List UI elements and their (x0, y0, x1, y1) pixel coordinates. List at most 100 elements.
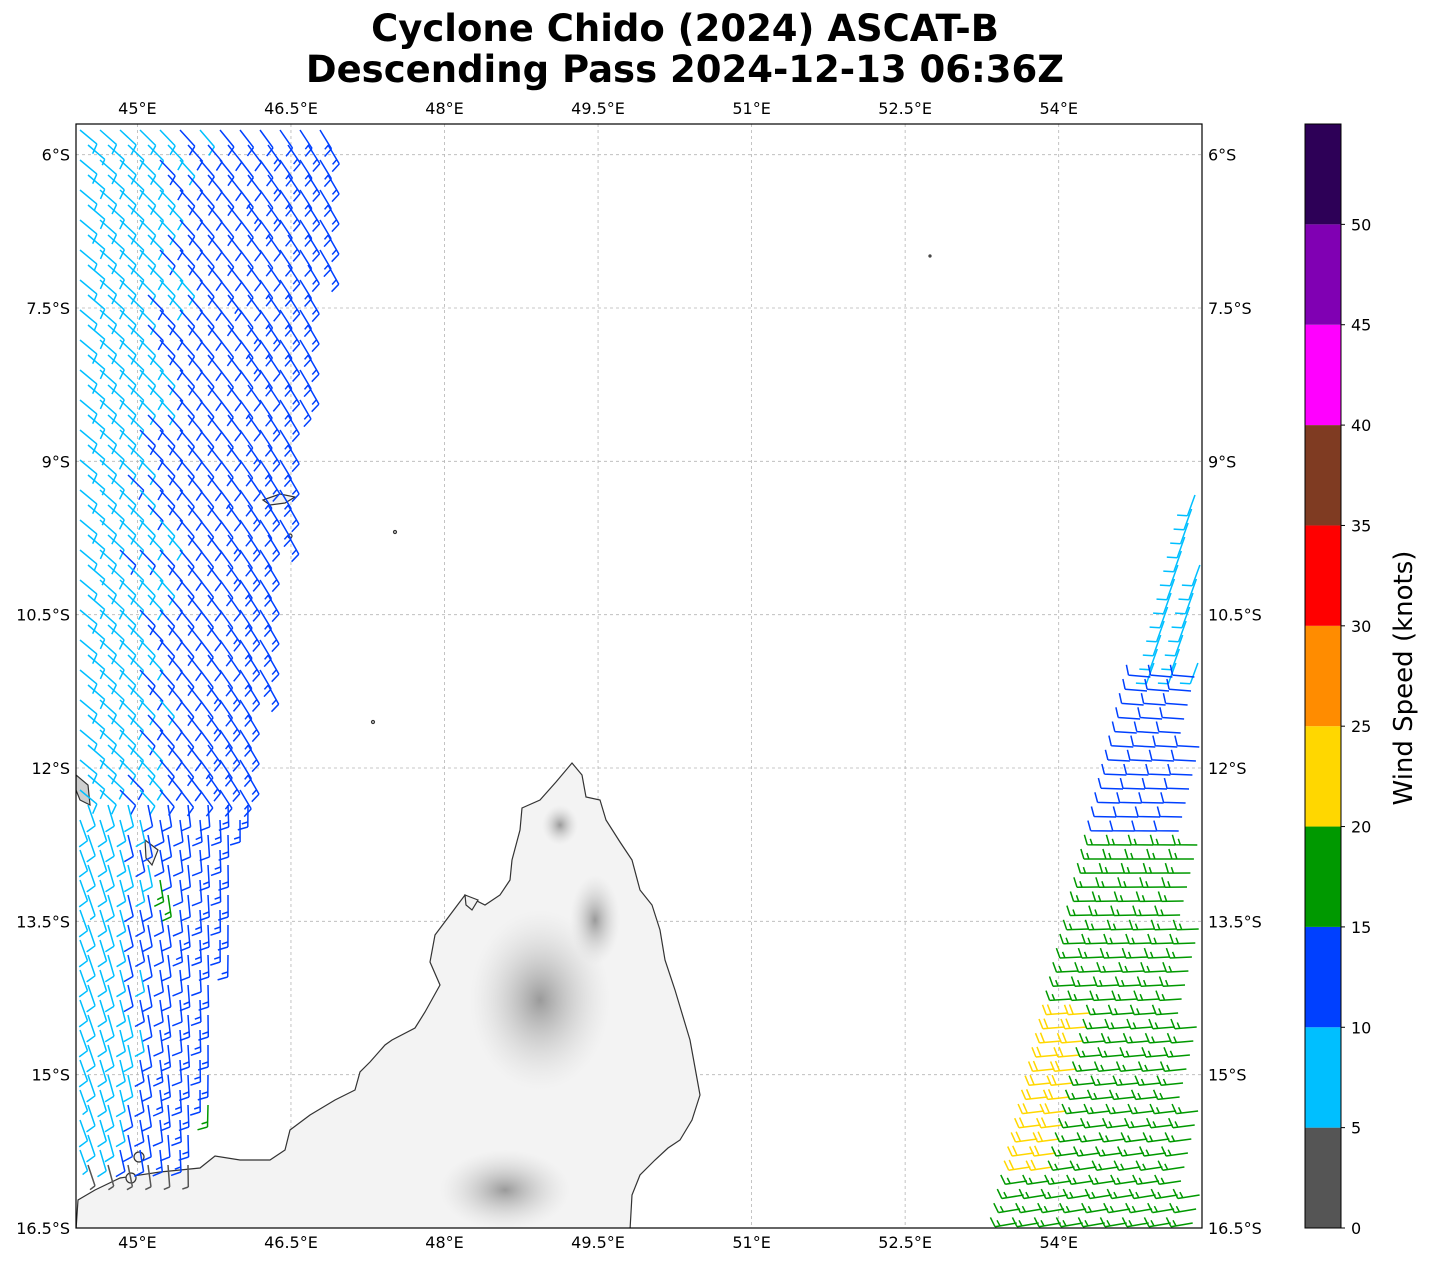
wind-barb (1099, 1217, 1127, 1228)
wind-barb (99, 129, 118, 155)
wind-barb (1096, 962, 1123, 973)
wind-barb (187, 594, 203, 622)
wind-barb (227, 714, 241, 742)
wind-barb (179, 759, 195, 787)
wind-barb (1127, 834, 1154, 846)
wind-barb (190, 1029, 202, 1057)
wind-barb (1110, 905, 1137, 917)
wind-barb (1093, 1061, 1121, 1072)
wind-barb (79, 639, 98, 665)
wind-barb (191, 879, 203, 907)
wind-barb (239, 519, 254, 547)
wind-barb (1051, 1146, 1079, 1157)
colorbar-tick-label: 40 (1351, 416, 1371, 435)
wind-barb (87, 354, 106, 380)
wind-barb (267, 384, 281, 412)
wind-barb (1168, 848, 1194, 860)
wind-barb (199, 249, 215, 277)
map-content (76, 124, 1202, 1228)
wind-barb (107, 324, 125, 350)
wind-barb (1147, 933, 1174, 945)
wind-barb (1082, 1018, 1109, 1030)
wind-barb (247, 234, 262, 262)
map-frame (75, 123, 1203, 1229)
wind-barb (319, 189, 332, 218)
wind-barb (187, 744, 203, 772)
wind-barb (1125, 664, 1151, 678)
wind-barb (179, 639, 195, 667)
wind-barb (86, 1014, 96, 1043)
wind-barb (1044, 1174, 1072, 1186)
wind-barb (99, 519, 118, 545)
wind-barb (1052, 962, 1079, 973)
wind-barb (1081, 933, 1108, 945)
wind-barb (99, 429, 118, 455)
wind-barb (247, 564, 261, 592)
wind-barb (1152, 1089, 1180, 1101)
wind-barb (1003, 1159, 1031, 1171)
wind-barb (1149, 834, 1176, 846)
lon-tick-label: 48°E (425, 1233, 463, 1252)
wind-barb (199, 549, 215, 577)
wind-barb (219, 669, 234, 697)
wind-barb (1062, 919, 1089, 931)
wind-barb (199, 789, 214, 817)
wind-barb (1128, 919, 1155, 931)
wind-barb (116, 849, 127, 878)
wind-barb (99, 309, 118, 335)
wind-barb (1049, 1060, 1077, 1072)
wind-barb (1024, 1074, 1052, 1087)
wind-barb (247, 384, 262, 412)
terrain-shading (570, 875, 620, 965)
wind-barb (179, 489, 195, 516)
wind-barb (1153, 820, 1179, 832)
wind-barb (247, 654, 261, 682)
wind-barb (207, 204, 223, 232)
wind-barb (180, 804, 192, 832)
wind-barb (97, 1029, 108, 1058)
wind-barb (1076, 862, 1103, 874)
wind-barb (134, 1119, 145, 1147)
wind-barb (267, 204, 282, 232)
wind-barb (79, 759, 98, 785)
wind-barb (199, 519, 215, 547)
wind-barb (167, 564, 184, 591)
wind-barb (199, 219, 215, 246)
wind-barb (135, 909, 146, 938)
wind-barb (1169, 933, 1196, 945)
wind-barb (1163, 777, 1190, 790)
wind-barb (1098, 862, 1125, 874)
wind-barb (127, 204, 145, 230)
wind-barb (1116, 792, 1142, 804)
wind-barb (219, 579, 234, 607)
wind-barb (1128, 1188, 1156, 1200)
wind-barb (187, 534, 203, 562)
wind-barb (86, 954, 96, 983)
wind-barb (1064, 1089, 1092, 1101)
wind-barb (147, 384, 164, 411)
wind-barb (299, 249, 313, 277)
wind-barb (199, 189, 215, 216)
wind-barb (327, 264, 340, 293)
wind-barb (279, 189, 293, 217)
wind-barb (127, 174, 145, 200)
wind-barb (187, 774, 202, 802)
wind-barb (1132, 1174, 1160, 1186)
wind-barb (171, 1029, 183, 1057)
wind-barb (299, 189, 313, 217)
wind-barb (1131, 820, 1157, 832)
wind-barb (1166, 678, 1192, 692)
wind-barb (97, 939, 108, 968)
wind-barb (267, 174, 282, 202)
wind-barb (279, 459, 293, 488)
wind-barb (287, 444, 300, 473)
wind-barb (207, 714, 222, 742)
wind-barb (207, 564, 222, 592)
wind-barb (86, 804, 96, 833)
colorbar-segment (1305, 324, 1341, 426)
wind-barb (167, 654, 183, 681)
wind-barb (247, 534, 261, 562)
wind-barb (141, 1044, 153, 1072)
wind-barb (267, 684, 280, 713)
wind-barb (172, 909, 184, 937)
